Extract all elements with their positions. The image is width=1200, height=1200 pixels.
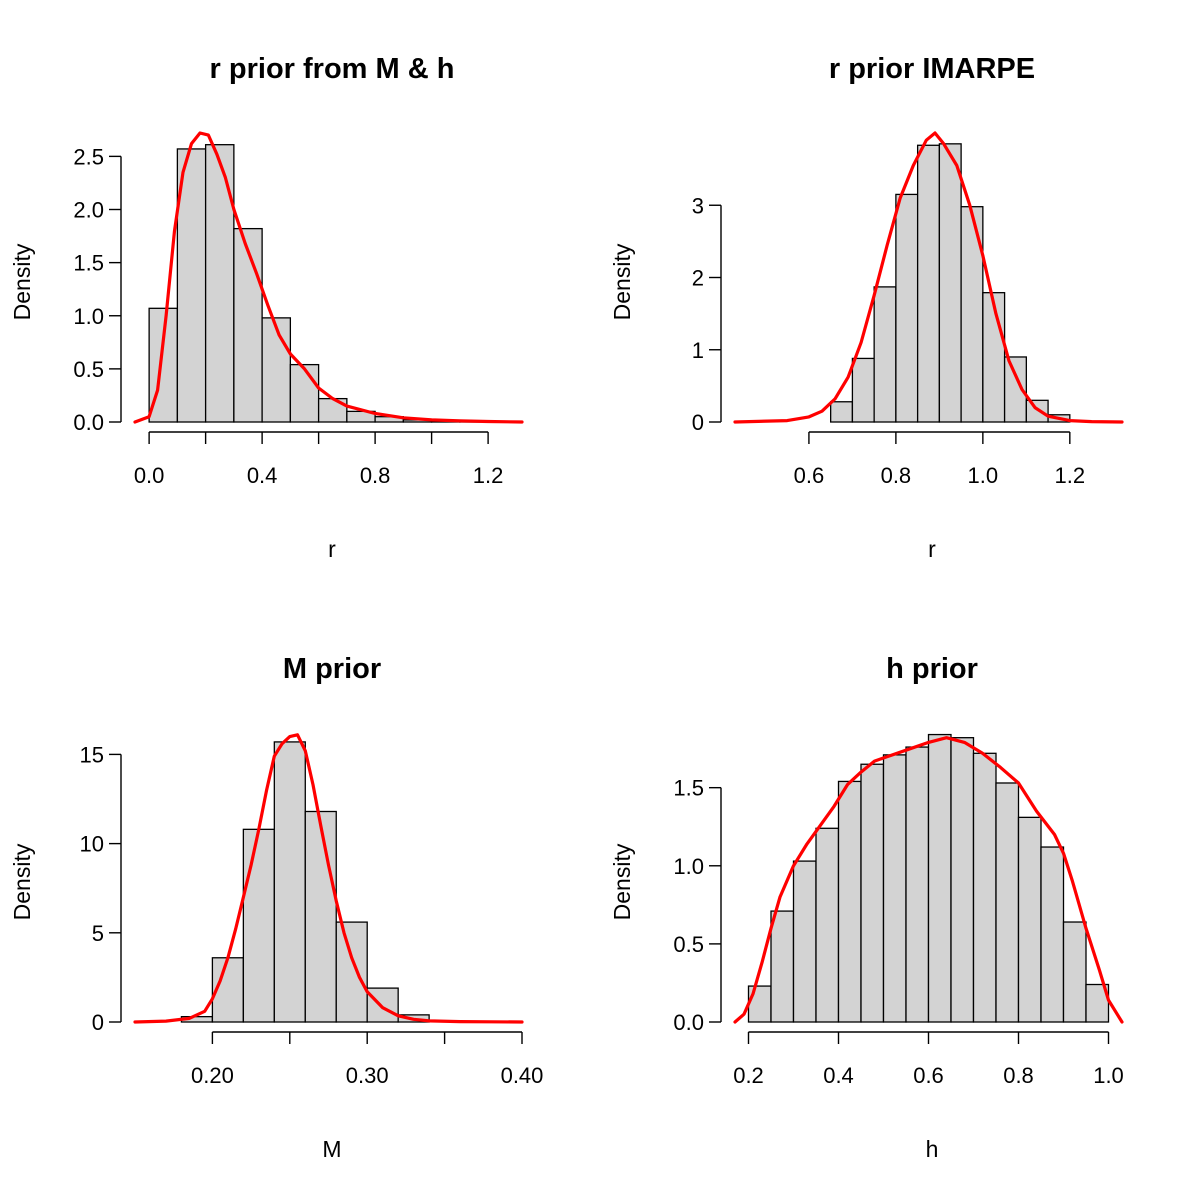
histogram-bar xyxy=(335,921,368,1023)
y-tick-label: 0.0 xyxy=(73,410,104,435)
x-tick-label: 0.30 xyxy=(346,1063,389,1088)
histogram-bar xyxy=(273,741,306,1023)
y-tick-label: 15 xyxy=(80,742,104,767)
y-axis-label: Density xyxy=(609,243,635,320)
panel-title: h prior xyxy=(886,653,978,685)
y-tick-label: 1.0 xyxy=(673,854,704,879)
x-axis-label: M xyxy=(322,1136,341,1162)
y-tick-label: 2 xyxy=(692,266,704,291)
x-tick-label: 0.8 xyxy=(1003,1063,1034,1088)
histogram-bar xyxy=(995,782,1020,1023)
histogram-bar xyxy=(1025,399,1049,423)
histogram-bar xyxy=(938,143,962,423)
x-tick-label: 0.2 xyxy=(733,1063,764,1088)
x-tick-label: 0.0 xyxy=(134,463,165,488)
panel-title: r prior from M & h xyxy=(210,53,455,85)
histogram-bar xyxy=(204,144,235,423)
density-curve xyxy=(733,131,1124,424)
y-axis-label: Density xyxy=(9,843,35,920)
histogram-bar xyxy=(851,357,875,423)
density-curve xyxy=(733,736,1124,1024)
panel-r-prior-imarpe: 0.6 0.8 1.0 1.2 0 1 2 3 r prior IMARPE r Density xyxy=(609,53,1124,562)
panel-title: r prior IMARPE xyxy=(829,53,1035,85)
panel-r-prior-from-m-h: 0.0 0.4 0.8 1.2 0.0 0.5 1.0 1.5 2.0 2.5 r prior fr… xyxy=(9,53,524,562)
histogram-bar xyxy=(905,746,930,1023)
histogram-bar xyxy=(1062,921,1087,1023)
histogram-bar xyxy=(972,752,997,1023)
y-tick-label: 1.5 xyxy=(673,776,704,801)
x-tick-label: 0.4 xyxy=(247,463,278,488)
y-tick-label: 1 xyxy=(692,338,704,363)
histogram-bar xyxy=(289,363,320,423)
x-axis-label: r xyxy=(328,536,336,562)
histogram-bar xyxy=(860,763,885,1023)
x-tick-label: 0.6 xyxy=(913,1063,944,1088)
histogram-bar xyxy=(982,292,1006,423)
panel-m-prior: 0.20 0.30 0.40 0 5 10 15 M prior M Density xyxy=(9,653,543,1162)
histogram-bar xyxy=(1085,983,1110,1023)
y-tick-label: 0.5 xyxy=(73,357,104,382)
panel-title: M prior xyxy=(283,653,381,685)
histogram-bar xyxy=(927,733,952,1023)
histogram-bar xyxy=(882,754,907,1023)
histogram-bar xyxy=(895,193,919,423)
x-tick-label: 1.2 xyxy=(473,463,504,488)
histogram-bar xyxy=(1003,356,1027,423)
y-tick-label: 0.0 xyxy=(673,1010,704,1035)
x-tick-label: 0.8 xyxy=(360,463,391,488)
y-axis-label: Density xyxy=(609,843,635,920)
y-tick-label: 5 xyxy=(92,921,104,946)
y-tick-label: 2.0 xyxy=(73,198,104,223)
x-tick-label: 0.40 xyxy=(501,1063,544,1088)
x-tick-label: 0.6 xyxy=(794,463,825,488)
y-tick-label: 3 xyxy=(692,193,704,218)
y-tick-label: 2.5 xyxy=(73,144,104,169)
histogram-bar xyxy=(366,987,399,1023)
histogram-bar xyxy=(1017,816,1042,1023)
histogram-bar xyxy=(747,985,772,1023)
histogram-bar xyxy=(304,810,337,1023)
x-tick-label: 1.0 xyxy=(968,463,999,488)
histogram-bar xyxy=(873,286,897,423)
y-tick-label: 1.0 xyxy=(73,304,104,329)
y-tick-label: 0 xyxy=(692,410,704,435)
x-tick-label: 0.4 xyxy=(823,1063,854,1088)
histogram-bar xyxy=(830,401,854,423)
x-tick-label: 0.8 xyxy=(881,463,912,488)
histogram-bar xyxy=(792,860,817,1023)
x-axis-label: r xyxy=(928,536,936,562)
x-axis-label: h xyxy=(926,1136,939,1162)
histogram-bar xyxy=(176,148,207,423)
x-tick-label: 0.20 xyxy=(191,1063,234,1088)
histogram-bar xyxy=(770,910,795,1023)
histogram-bar xyxy=(916,144,941,423)
y-tick-label: 0 xyxy=(92,1010,104,1035)
histogram-bar xyxy=(233,227,263,423)
histogram-bar xyxy=(837,780,862,1023)
histogram-bar xyxy=(950,737,975,1023)
histogram-bar xyxy=(242,828,275,1023)
panel-h-prior: 0.2 0.4 0.6 0.8 1.0 0.0 0.5 1.0 1.5 h prior h Densi… xyxy=(609,653,1124,1162)
x-tick-label: 1.2 xyxy=(1055,463,1086,488)
x-tick-label: 1.0 xyxy=(1093,1063,1124,1088)
histogram-bar xyxy=(815,827,840,1023)
density-curve xyxy=(133,131,524,424)
density-curve xyxy=(133,733,524,1024)
y-tick-label: 0.5 xyxy=(673,932,704,957)
histogram-bar xyxy=(1040,846,1065,1023)
y-tick-label: 1.5 xyxy=(73,251,104,276)
y-tick-label: 10 xyxy=(80,832,104,857)
y-axis-label: Density xyxy=(9,243,35,320)
histogram-bar xyxy=(261,317,292,423)
